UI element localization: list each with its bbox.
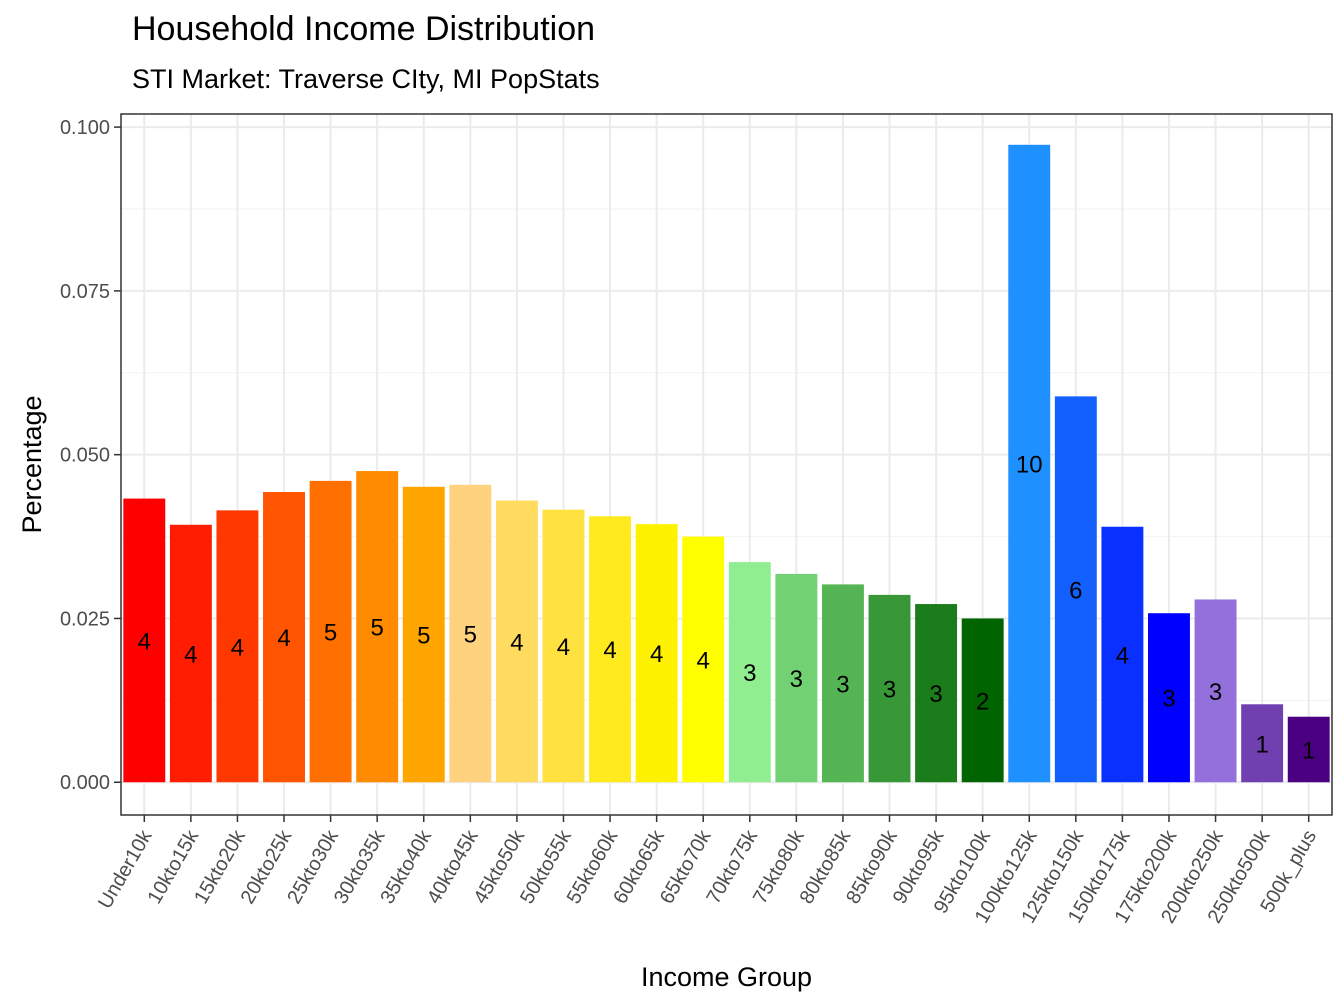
data-label-90kto95k: 3 [929, 681, 942, 708]
data-label-15kto20k: 4 [231, 634, 244, 661]
bar-45kto50k [495, 500, 538, 783]
data-label-20kto25k: 4 [277, 625, 290, 652]
x-axis-title: Income Group [641, 962, 812, 992]
data-label-50kto55k: 4 [557, 634, 570, 661]
data-label-45kto50k: 4 [510, 629, 523, 656]
bar-35kto40k [402, 486, 445, 783]
y-tick-label: 0.025 [60, 608, 110, 630]
data-label-40kto45k: 5 [464, 622, 477, 649]
bar-95kto100k [961, 618, 1004, 783]
bar-40kto45k [449, 484, 492, 783]
bar-15kto20k [216, 510, 259, 783]
y-tick-label: 0.050 [60, 445, 110, 467]
bar-Under10k [123, 498, 166, 783]
bar-150kto175k [1101, 526, 1144, 783]
bar-90kto95k [915, 604, 958, 783]
data-label-10kto15k: 4 [184, 642, 197, 669]
data-label-95kto100k: 2 [976, 688, 989, 715]
data-label-70kto75k: 3 [743, 660, 756, 687]
bar-100kto125k [1008, 144, 1051, 783]
data-label-150kto175k: 4 [1116, 642, 1129, 669]
plot-panel-border [120, 113, 1333, 816]
bar-70kto75k [728, 562, 771, 783]
data-label-175kto200k: 3 [1162, 686, 1175, 713]
bar-85kto90k [868, 594, 911, 783]
chart-title: Household Income Distribution [132, 10, 596, 48]
data-label-200kto250k: 3 [1209, 679, 1222, 706]
bar-60kto65k [635, 524, 678, 783]
bar-80kto85k [821, 584, 864, 783]
data-label-85kto90k: 3 [883, 677, 896, 704]
data-label-125kto150k: 6 [1069, 577, 1082, 604]
bar-250kto500k [1241, 704, 1284, 783]
y-axis-title: Percentage [17, 395, 47, 533]
data-label-25kto30k: 5 [324, 620, 337, 647]
data-label-35kto40k: 5 [417, 623, 430, 650]
bar-10kto15k [169, 524, 212, 783]
bar-500k_plus [1287, 716, 1330, 783]
bar-65kto70k [682, 536, 725, 783]
data-label-75kto80k: 3 [790, 666, 803, 693]
data-labels: 4 4 4 4 5 5 5 5 4 4 4 4 4 3 3 3 3 3 2 10 6 4 3 3 1 1 [138, 452, 1316, 765]
data-label-55kto60k: 4 [603, 637, 616, 664]
bar-50kto55k [542, 509, 585, 783]
data-label-30kto35k: 5 [370, 615, 383, 642]
bar-30kto35k [356, 471, 399, 783]
data-label-500k_plus: 1 [1302, 737, 1315, 764]
bars [123, 144, 1330, 783]
data-label-Under10k: 4 [138, 628, 151, 655]
bar-20kto25k [263, 492, 305, 783]
bar-125kto150k [1054, 396, 1097, 783]
bar-25kto30k [309, 480, 352, 783]
chart-subtitle: STI Market: Traverse CIty, MI PopStats [132, 64, 600, 94]
data-label-100kto125k: 10 [1016, 452, 1043, 479]
data-label-60kto65k: 4 [650, 641, 663, 668]
y-tick-label: 0.000 [60, 772, 110, 794]
bar-200kto250k [1194, 599, 1237, 783]
bar-175kto200k [1148, 613, 1190, 783]
y-tick-label: 0.075 [60, 281, 110, 303]
bar-55kto60k [589, 516, 632, 783]
data-label-250kto500k: 1 [1255, 731, 1268, 758]
data-label-65kto70k: 4 [697, 647, 710, 674]
y-tick-label: 0.100 [60, 117, 110, 139]
data-label-80kto85k: 3 [836, 671, 849, 698]
bar-75kto80k [775, 573, 818, 783]
